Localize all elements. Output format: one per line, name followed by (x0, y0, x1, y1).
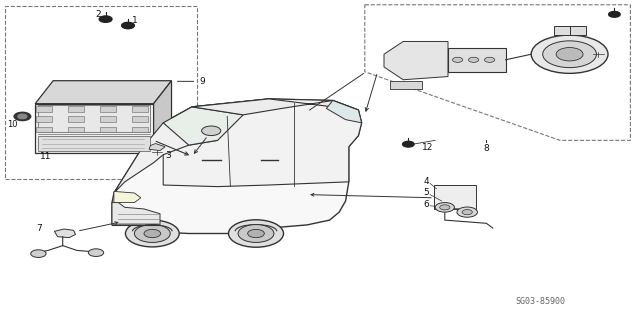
Text: 3: 3 (165, 151, 171, 160)
Bar (100, 116, 116, 122)
Text: 7: 7 (36, 224, 42, 233)
Circle shape (122, 22, 134, 29)
Circle shape (462, 210, 472, 215)
Circle shape (228, 220, 284, 247)
Bar (100, 127, 116, 132)
Circle shape (248, 229, 264, 238)
Circle shape (543, 41, 596, 68)
Circle shape (134, 225, 170, 242)
Circle shape (238, 225, 274, 242)
Polygon shape (163, 99, 362, 187)
Polygon shape (54, 229, 76, 238)
Circle shape (452, 57, 463, 63)
Text: 11: 11 (40, 152, 52, 161)
Circle shape (99, 16, 112, 22)
Bar (36, 127, 52, 132)
Bar (132, 116, 148, 122)
Circle shape (440, 205, 450, 210)
Circle shape (531, 35, 608, 73)
Polygon shape (384, 41, 448, 80)
Circle shape (468, 57, 479, 63)
Polygon shape (192, 99, 358, 115)
Bar (68, 106, 84, 112)
Circle shape (403, 141, 414, 147)
Circle shape (556, 48, 583, 61)
Text: 5: 5 (423, 189, 429, 197)
Bar (68, 116, 84, 122)
Bar (36, 116, 52, 122)
Circle shape (144, 229, 161, 238)
Text: 10: 10 (8, 120, 18, 129)
Text: 1: 1 (132, 16, 137, 25)
Circle shape (435, 203, 454, 212)
Bar (38, 136, 150, 151)
Bar (554, 26, 586, 35)
Bar (100, 106, 116, 112)
Text: 4: 4 (423, 177, 429, 186)
Circle shape (457, 207, 477, 217)
Text: 8: 8 (484, 144, 489, 153)
Polygon shape (390, 81, 422, 89)
Circle shape (202, 126, 221, 136)
Bar (132, 127, 148, 132)
Polygon shape (112, 99, 362, 234)
Circle shape (88, 249, 104, 256)
Circle shape (14, 112, 31, 121)
Bar (35, 104, 154, 153)
Polygon shape (112, 203, 160, 225)
Circle shape (609, 11, 620, 17)
Text: 2: 2 (95, 10, 100, 19)
Polygon shape (114, 123, 218, 193)
Polygon shape (35, 81, 172, 104)
Polygon shape (114, 191, 141, 203)
Bar (38, 105, 150, 132)
Bar (132, 106, 148, 112)
Polygon shape (163, 107, 243, 145)
Circle shape (31, 250, 46, 257)
Circle shape (484, 57, 495, 63)
Polygon shape (326, 100, 362, 123)
Polygon shape (154, 81, 172, 153)
Circle shape (125, 220, 179, 247)
Bar (434, 185, 476, 209)
Text: 6: 6 (423, 200, 429, 209)
Text: 9: 9 (200, 77, 205, 86)
Bar (5, 6, 197, 179)
Bar (68, 127, 84, 132)
Polygon shape (149, 144, 165, 151)
Circle shape (18, 114, 27, 119)
Bar (36, 106, 52, 112)
Text: 12: 12 (422, 143, 434, 152)
Bar (448, 48, 506, 72)
Text: SG03-85900: SG03-85900 (516, 297, 566, 306)
